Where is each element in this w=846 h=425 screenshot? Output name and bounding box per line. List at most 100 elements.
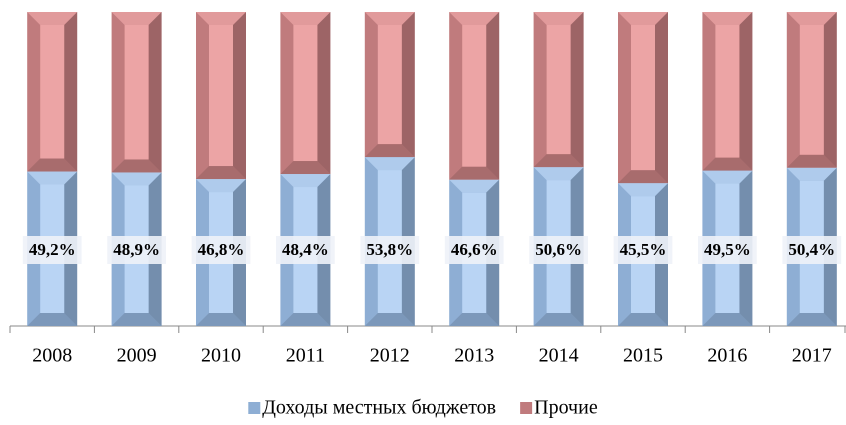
value-label: 50,4% [788,240,835,259]
bar-bevel [364,313,415,326]
value-label: 49,2% [29,240,76,259]
bar-face [209,25,233,167]
bar-bevel [280,12,331,25]
bar-face [715,25,740,158]
bar-bevel [364,144,415,158]
bar-bevel [786,313,837,326]
value-label-group: 49,2% [22,236,82,264]
value-label-group: 49,5% [698,236,757,264]
bar-bevel [233,12,246,180]
value-label-group: 50,4% [782,236,842,264]
bar-bevel [27,313,78,326]
x-tick-label: 2008 [32,345,72,367]
bar-bevel [280,174,331,188]
bar-face [631,25,655,171]
bar-bevel [786,154,837,168]
x-tick-label: 2011 [286,345,325,367]
legend-marker [520,402,533,414]
bar-bevel [702,170,753,184]
value-label: 46,6% [451,240,498,259]
value-label: 46,8% [198,240,245,259]
value-label: 53,8% [366,240,413,259]
bar-face [293,25,318,162]
bar-bevel [618,12,668,25]
bar-bevel [111,313,162,326]
value-label-box [22,236,82,264]
bar-bevel [739,12,753,171]
x-tick-label: 2015 [623,345,663,367]
bar-bevel [570,12,584,168]
bar-bevel [786,167,837,181]
bar-bevel [196,166,246,180]
value-label-box [191,236,251,264]
bar-bevel [618,183,668,197]
value-label-group: 45,5% [613,236,673,264]
value-label: 48,4% [282,240,329,259]
bar-bevel [655,12,668,184]
x-tick-label: 2010 [201,345,241,367]
bar-face [377,25,402,145]
value-label-group: 46,6% [444,236,504,264]
legend-label: Прочие [534,397,598,419]
bar-bevel [449,166,500,180]
bar-bevel [486,12,500,180]
bar-bevel [449,12,500,25]
bar-bevel [148,12,162,173]
bar-face [462,25,487,167]
bar-bevel [533,154,584,168]
x-tick-label: 2016 [707,345,747,367]
bar-bevel [27,12,78,25]
bar-bevel [449,179,500,193]
value-label-box [698,236,757,264]
bar-bevel [618,170,668,184]
value-label: 45,5% [620,240,667,259]
bar-bevel [533,313,584,326]
value-label-group: 50,6% [529,236,588,264]
value-label-box [276,236,335,264]
x-tick-label: 2012 [370,345,410,367]
value-label-box [529,236,588,264]
bar-face [124,25,149,160]
bar-bevel [618,313,668,326]
bar-face [40,25,65,159]
bar-bevel [533,167,584,181]
bar-bevel [702,313,753,326]
value-label: 50,6% [535,240,582,259]
bar-bevel [111,12,162,25]
bar-bevel [196,12,246,25]
bar-bevel [702,12,753,25]
bar-bevel [786,12,837,25]
bar-bevel [364,157,415,171]
bar-bevel [401,12,415,158]
legend-marker [248,402,261,414]
bar-bevel [27,171,78,185]
value-label-box [444,236,504,264]
bar-bevel [449,313,500,326]
bar-bevel [317,12,331,175]
bar-bevel [702,157,753,171]
x-tick-label: 2013 [454,345,494,367]
bar-bevel [196,313,246,326]
value-label: 48,9% [113,240,160,259]
value-label-group: 48,9% [107,236,166,264]
bar-bevel [280,313,331,326]
value-label-box [107,236,166,264]
value-label-group: 48,4% [276,236,335,264]
bar-bevel [111,172,162,186]
legend-label: Доходы местных бюджетов [262,397,496,419]
x-tick-label: 2009 [117,345,157,367]
value-label: 49,5% [704,240,751,259]
x-tick-label: 2017 [792,345,832,367]
bar-face [546,25,571,155]
bar-bevel [280,161,331,175]
bar-bevel [364,12,415,25]
bar-face [799,25,824,155]
value-label-box [782,236,842,264]
bar-bevel [64,12,78,172]
bar-bevel [27,158,78,172]
value-label-group: 46,8% [191,236,251,264]
value-label-box [613,236,673,264]
legend: Доходы местных бюджетов Прочие [248,397,598,419]
value-label-box [360,236,420,264]
